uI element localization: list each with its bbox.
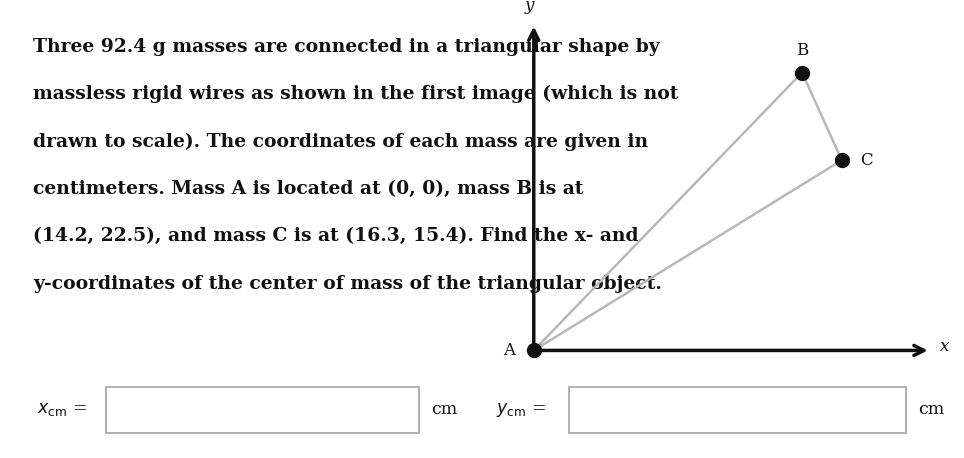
Text: massless rigid wires as shown in the first image (which is not: massless rigid wires as shown in the fir… xyxy=(34,85,679,104)
FancyBboxPatch shape xyxy=(569,387,906,433)
Text: (14.2, 22.5), and mass C is at (16.3, 15.4). Find the x- and: (14.2, 22.5), and mass C is at (16.3, 15… xyxy=(34,228,639,245)
Text: C: C xyxy=(860,152,872,169)
FancyBboxPatch shape xyxy=(106,387,419,433)
Text: Three 92.4 g masses are connected in a triangular shape by: Three 92.4 g masses are connected in a t… xyxy=(34,38,660,56)
Text: A: A xyxy=(503,342,515,359)
Text: cm: cm xyxy=(431,401,457,419)
Text: centimeters. Mass A is located at (0, 0), mass B is at: centimeters. Mass A is located at (0, 0)… xyxy=(34,180,584,198)
Text: y: y xyxy=(524,0,534,14)
Text: y-coordinates of the center of mass of the triangular object.: y-coordinates of the center of mass of t… xyxy=(34,275,662,293)
Text: $x_\mathrm{cm}$ =: $x_\mathrm{cm}$ = xyxy=(37,401,87,419)
Text: x: x xyxy=(940,338,950,355)
Text: B: B xyxy=(796,42,808,59)
Text: drawn to scale). The coordinates of each mass are given in: drawn to scale). The coordinates of each… xyxy=(34,133,649,151)
Text: $y_\mathrm{cm}$ =: $y_\mathrm{cm}$ = xyxy=(496,401,547,419)
Text: cm: cm xyxy=(918,401,944,419)
